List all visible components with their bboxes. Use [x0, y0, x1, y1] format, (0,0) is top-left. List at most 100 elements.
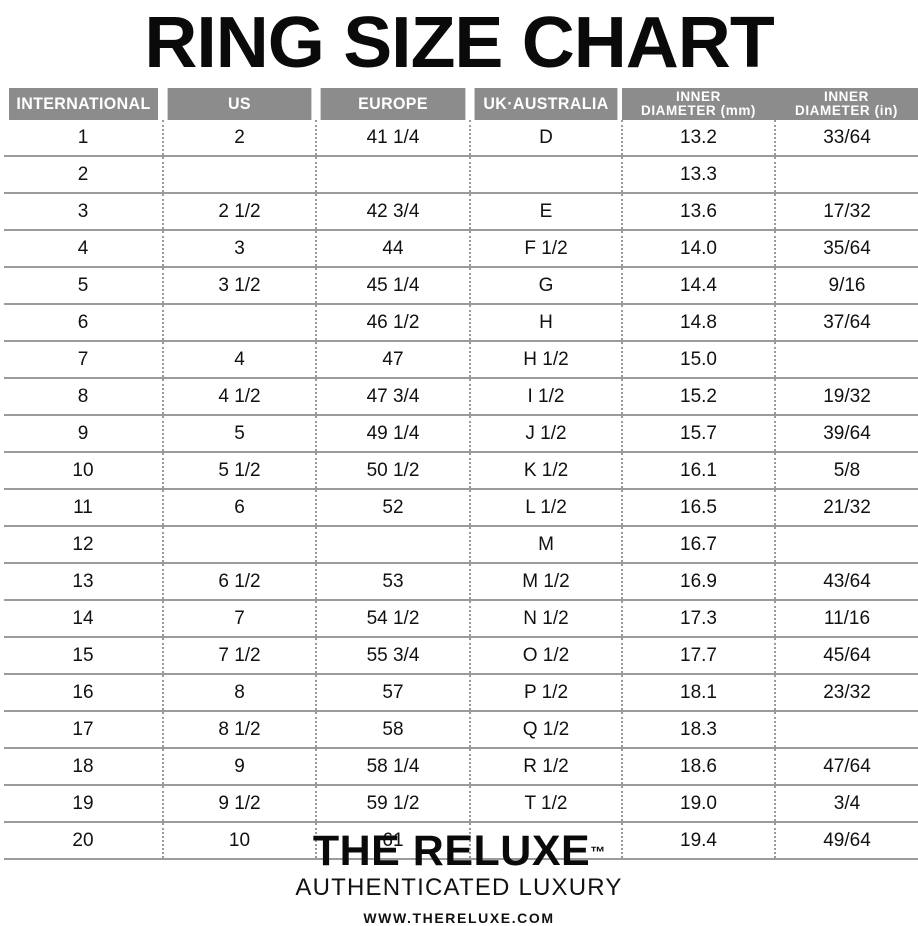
table-body: 1 2 41 1/4 D 13.2 33/64 2 13.3 3 2 1/2 42 3/4 E 13.6… — [4, 120, 918, 860]
cell-international: 3 — [4, 193, 163, 231]
table-row: 9 5 49 1/4 J 1/2 15.7 39/64 — [4, 415, 918, 453]
cell-europe: 50 1/2 — [315, 452, 470, 490]
cell-us: 8 1/2 — [162, 711, 316, 749]
cell-us: 2 — [162, 120, 316, 157]
cell-uk_australia: N 1/2 — [469, 600, 622, 638]
cell-international: 13 — [4, 563, 163, 601]
cell-europe: 42 3/4 — [315, 193, 470, 231]
cell-uk_australia: M 1/2 — [469, 563, 622, 601]
cell-inner_mm: 16.7 — [621, 526, 775, 564]
cell-inner_mm: 19.0 — [621, 785, 775, 823]
table-row: 1 2 41 1/4 D 13.2 33/64 — [4, 120, 918, 157]
table-row: 15 7 1/2 55 3/4 O 1/2 17.7 45/64 — [4, 637, 918, 675]
cell-inner_in: 45/64 — [774, 637, 918, 675]
cell-us: 3 — [162, 230, 316, 268]
cell-uk_australia: K 1/2 — [469, 452, 622, 490]
column-header-europe: EUROPE — [320, 88, 466, 120]
table-row: 12 M 16.7 — [4, 526, 918, 564]
cell-international: 8 — [4, 378, 163, 416]
cell-inner_mm: 14.8 — [621, 304, 775, 342]
cell-inner_in: 11/16 — [774, 600, 918, 638]
table-row: 4 3 44 F 1/2 14.0 35/64 — [4, 230, 918, 268]
cell-international: 9 — [4, 415, 163, 453]
cell-uk_australia: I 1/2 — [469, 378, 622, 416]
cell-uk_australia: F 1/2 — [469, 230, 622, 268]
cell-inner_in — [774, 711, 918, 749]
cell-international: 17 — [4, 711, 163, 749]
cell-inner_mm: 13.6 — [621, 193, 775, 231]
cell-international: 14 — [4, 600, 163, 638]
cell-inner_in: 37/64 — [774, 304, 918, 342]
cell-inner_mm: 16.9 — [621, 563, 775, 601]
brand-name: THE RELUXE™ — [0, 828, 918, 874]
cell-us: 4 1/2 — [162, 378, 316, 416]
cell-uk_australia: O 1/2 — [469, 637, 622, 675]
cell-international: 4 — [4, 230, 163, 268]
table-header: INTERNATIONAL US EUROPE UK·AUSTRALIA INN… — [4, 88, 918, 120]
cell-inner_in: 47/64 — [774, 748, 918, 786]
table-row: 20 10 61 19.4 49/64 — [4, 822, 918, 860]
cell-us: 7 — [162, 600, 316, 638]
cell-uk_australia: E — [469, 193, 622, 231]
cell-us: 5 1/2 — [162, 452, 316, 490]
cell-uk_australia: H — [469, 304, 622, 342]
table-row: 13 6 1/2 53 M 1/2 16.9 43/64 — [4, 563, 918, 601]
column-header-inner-diameter-in-line1: INNER — [823, 89, 869, 104]
cell-inner_mm: 18.1 — [621, 674, 775, 712]
column-header-inner-diameter-mm-line1: INNER — [675, 89, 721, 104]
cell-europe: 53 — [315, 563, 470, 601]
cell-us: 9 — [162, 748, 316, 786]
table-row: 11 6 52 L 1/2 16.5 21/32 — [4, 489, 918, 527]
cell-inner_mm: 15.2 — [621, 378, 775, 416]
cell-inner_in: 5/8 — [774, 452, 918, 490]
table-row: 10 5 1/2 50 1/2 K 1/2 16.1 5/8 — [4, 452, 918, 490]
cell-europe: 59 1/2 — [315, 785, 470, 823]
cell-inner_in: 49/64 — [774, 822, 918, 860]
table-header-row: INTERNATIONAL US EUROPE UK·AUSTRALIA INN… — [4, 88, 918, 120]
cell-inner_in: 3/4 — [774, 785, 918, 823]
cell-international: 6 — [4, 304, 163, 342]
cell-us: 4 — [162, 341, 316, 379]
cell-inner_in: 35/64 — [774, 230, 918, 268]
cell-us: 10 — [162, 822, 316, 860]
table-row: 16 8 57 P 1/2 18.1 23/32 — [4, 674, 918, 712]
cell-international: 20 — [4, 822, 163, 860]
ring-size-table: INTERNATIONAL US EUROPE UK·AUSTRALIA INN… — [4, 88, 918, 860]
cell-international: 16 — [4, 674, 163, 712]
cell-europe: 57 — [315, 674, 470, 712]
column-header-inner-diameter-in-line2: DIAMETER (in) — [794, 103, 899, 118]
table-row: 6 46 1/2 H 14.8 37/64 — [4, 304, 918, 342]
table-row: 17 8 1/2 58 Q 1/2 18.3 — [4, 711, 918, 749]
cell-inner_in — [774, 156, 918, 194]
cell-us — [162, 526, 316, 564]
cell-inner_in: 9/16 — [774, 267, 918, 305]
table-row: 19 9 1/2 59 1/2 T 1/2 19.0 3/4 — [4, 785, 918, 823]
cell-europe — [315, 156, 470, 194]
cell-europe: 61 — [315, 822, 470, 860]
cell-us: 8 — [162, 674, 316, 712]
cell-inner_in: 19/32 — [774, 378, 918, 416]
column-header-us: US — [167, 88, 312, 120]
cell-inner_in: 33/64 — [774, 120, 918, 157]
cell-europe — [315, 526, 470, 564]
column-header-international: INTERNATIONAL — [8, 88, 159, 120]
cell-europe: 47 3/4 — [315, 378, 470, 416]
cell-inner_mm: 13.3 — [621, 156, 775, 194]
cell-uk_australia: H 1/2 — [469, 341, 622, 379]
cell-inner_mm: 18.3 — [621, 711, 775, 749]
cell-international: 2 — [4, 156, 163, 194]
cell-inner_mm: 15.0 — [621, 341, 775, 379]
cell-uk_australia: J 1/2 — [469, 415, 622, 453]
cell-europe: 58 1/4 — [315, 748, 470, 786]
cell-inner_mm: 18.6 — [621, 748, 775, 786]
cell-uk_australia: Q 1/2 — [469, 711, 622, 749]
cell-us: 3 1/2 — [162, 267, 316, 305]
cell-us: 5 — [162, 415, 316, 453]
cell-uk_australia: M — [469, 526, 622, 564]
cell-international: 19 — [4, 785, 163, 823]
column-header-inner-diameter-mm-line2: DIAMETER (mm) — [640, 103, 757, 118]
